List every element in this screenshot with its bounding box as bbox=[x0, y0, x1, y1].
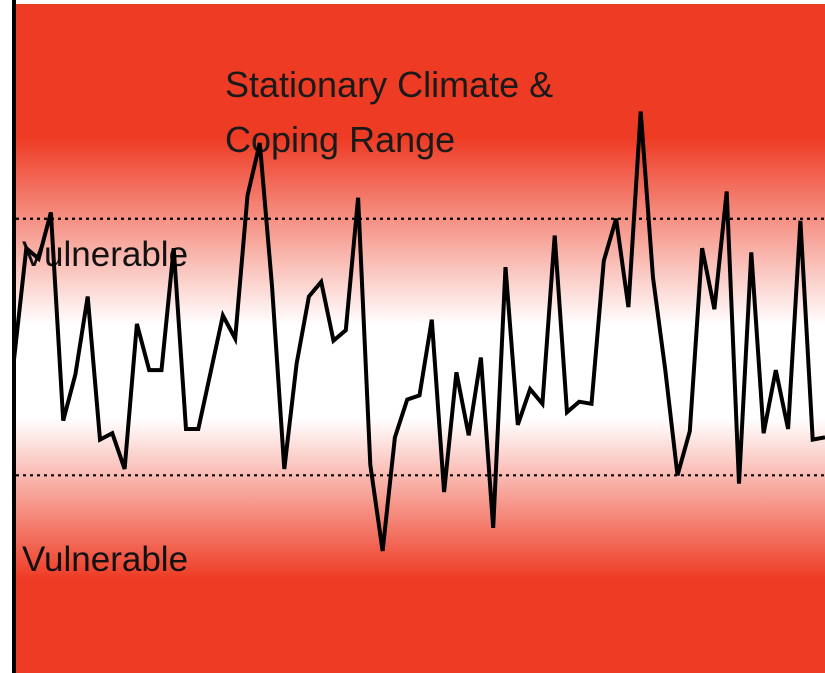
diagram-title-line-2: Coping Range bbox=[225, 119, 455, 160]
climate-series-line bbox=[12, 111, 825, 552]
climate-background bbox=[14, 4, 825, 673]
diagram-title-line-1: Stationary Climate & bbox=[225, 64, 553, 105]
upper-vulnerable-label: Vulnerable bbox=[22, 235, 188, 274]
lower-vulnerable-label: Vulnerable bbox=[22, 540, 188, 579]
